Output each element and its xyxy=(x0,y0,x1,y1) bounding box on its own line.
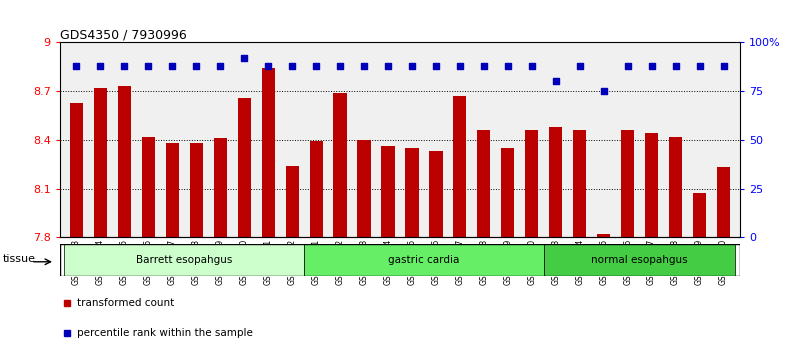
Bar xyxy=(478,130,490,354)
Text: tissue: tissue xyxy=(3,253,36,264)
Point xyxy=(573,63,586,69)
Point xyxy=(501,63,514,69)
Bar xyxy=(453,96,466,354)
Point xyxy=(118,63,131,69)
Bar xyxy=(693,193,706,354)
Bar xyxy=(238,98,251,354)
Bar xyxy=(645,133,658,354)
Point xyxy=(190,63,203,69)
Bar xyxy=(544,244,736,276)
Point xyxy=(70,63,83,69)
Point xyxy=(286,63,298,69)
Bar xyxy=(501,148,514,354)
Bar xyxy=(94,88,107,354)
Bar xyxy=(304,244,544,276)
Point xyxy=(669,63,682,69)
Point xyxy=(238,55,251,61)
Point xyxy=(406,63,419,69)
Bar xyxy=(381,146,395,354)
Point xyxy=(262,63,275,69)
Text: normal esopahgus: normal esopahgus xyxy=(591,255,688,265)
Bar xyxy=(189,143,203,354)
Bar xyxy=(573,130,587,354)
Bar xyxy=(429,151,443,354)
Bar xyxy=(142,137,155,354)
Point xyxy=(94,63,107,69)
Bar xyxy=(549,127,562,354)
Point xyxy=(310,63,322,69)
Point xyxy=(142,63,154,69)
Bar xyxy=(621,130,634,354)
Bar xyxy=(213,138,227,354)
Bar xyxy=(118,86,131,354)
Bar xyxy=(64,244,304,276)
Text: transformed count: transformed count xyxy=(76,298,174,308)
Bar xyxy=(597,234,611,354)
Point xyxy=(646,63,658,69)
Bar xyxy=(166,143,179,354)
Point xyxy=(334,63,346,69)
Bar xyxy=(525,130,538,354)
Point xyxy=(693,63,706,69)
Point xyxy=(597,88,610,94)
Point xyxy=(454,63,466,69)
Bar xyxy=(717,167,730,354)
Point xyxy=(717,63,730,69)
Bar xyxy=(286,166,298,354)
Point xyxy=(357,63,370,69)
Point xyxy=(525,63,538,69)
Bar xyxy=(70,103,83,354)
Point xyxy=(214,63,227,69)
Bar xyxy=(405,148,419,354)
Text: GDS4350 / 7930996: GDS4350 / 7930996 xyxy=(60,28,186,41)
Bar xyxy=(310,142,322,354)
Bar xyxy=(669,137,682,354)
Bar xyxy=(334,93,347,354)
Point xyxy=(381,63,394,69)
Bar xyxy=(357,140,371,354)
Bar xyxy=(262,68,275,354)
Point xyxy=(478,63,490,69)
Text: Barrett esopahgus: Barrett esopahgus xyxy=(136,255,232,265)
Text: percentile rank within the sample: percentile rank within the sample xyxy=(76,328,252,338)
Point xyxy=(430,63,443,69)
Text: gastric cardia: gastric cardia xyxy=(388,255,459,265)
Point xyxy=(166,63,178,69)
Point xyxy=(622,63,634,69)
Point xyxy=(549,79,562,84)
